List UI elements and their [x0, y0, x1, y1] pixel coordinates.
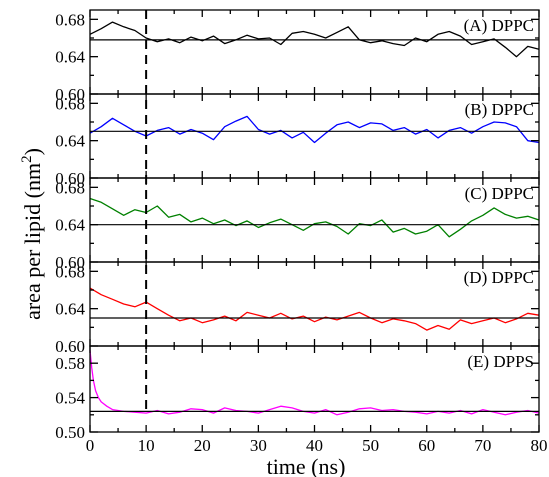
x-tick-label: 80	[531, 436, 548, 455]
panel-c-series-line	[89, 197, 540, 238]
panel-d-label: (D) DPPC	[464, 268, 534, 287]
panel-c-ytick-label: 0.64	[55, 216, 85, 235]
panel-c-ytick-label: 0.68	[55, 178, 85, 197]
panel-e-ytick-label: 0.58	[55, 354, 85, 373]
panel-e-ytick-label: 0.50	[55, 423, 85, 442]
panel-b: 0.60 0.64 0.68 (B) DPPC	[55, 93, 540, 188]
panel-d-ytick-label: 0.68	[55, 262, 85, 281]
panel-b-ytick-label: 0.68	[55, 94, 85, 113]
x-tick-label: 40	[306, 436, 323, 455]
chart-panels: 0.60 0.64 0.68 (A) DPPC 0.60 0.64 0.68 (B) DPPC…	[55, 9, 540, 442]
panel-c-ytick-label: 0.60	[55, 253, 85, 272]
x-tick-label: 70	[474, 436, 491, 455]
panel-e-label: (E) DPPS	[467, 352, 534, 371]
panel-d-series-line	[89, 287, 540, 331]
panel-d-ytick-label: 0.64	[55, 300, 85, 319]
x-tick-label: 0	[86, 436, 95, 455]
x-tick-label: 60	[418, 436, 435, 455]
y-axis-title-close: )	[20, 148, 45, 155]
panel-d: 0.60 0.64 0.68 (D) DPPC	[55, 261, 540, 356]
y-axis-title: area per lipid (nm2)	[19, 148, 45, 320]
panel-a-ytick-label: 0.68	[55, 10, 85, 29]
x-tick-label: 10	[138, 436, 155, 455]
panel-a-ytick-label: 0.64	[55, 48, 85, 67]
panel-b-ytick-label: 0.60	[55, 169, 85, 188]
panel-b-ytick-label: 0.64	[55, 132, 85, 151]
panel-a-ytick-label: 0.60	[55, 85, 85, 104]
panel-c: 0.60 0.64 0.68 (C) DPPC	[55, 177, 540, 272]
panel-e: 0.50 0.54 0.58 (E) DPPS	[55, 345, 540, 442]
panel-b-label: (B) DPPC	[465, 100, 534, 119]
panel-e-frame	[89, 345, 540, 433]
x-axis-title: time (ns)	[267, 454, 346, 477]
panel-c-label: (C) DPPC	[465, 184, 534, 203]
x-tick-label: 30	[250, 436, 267, 455]
y-axis-title-main: area per lipid (nm	[20, 163, 45, 320]
panel-a-label: (A) DPPC	[464, 16, 534, 35]
panel-e-ytick-label: 0.54	[55, 389, 85, 408]
x-tick-label: 20	[194, 436, 211, 455]
y-axis-title-superscript: 2	[19, 155, 35, 163]
panel-b-series-line	[89, 115, 540, 144]
panel-d-ytick-label: 0.60	[55, 337, 85, 356]
x-tick-label: 50	[362, 436, 379, 455]
panel-a: 0.60 0.64 0.68 (A) DPPC	[55, 9, 540, 104]
x-axis-tick-labels: 0 10 20 30 40 50 60 70 80	[86, 436, 548, 455]
